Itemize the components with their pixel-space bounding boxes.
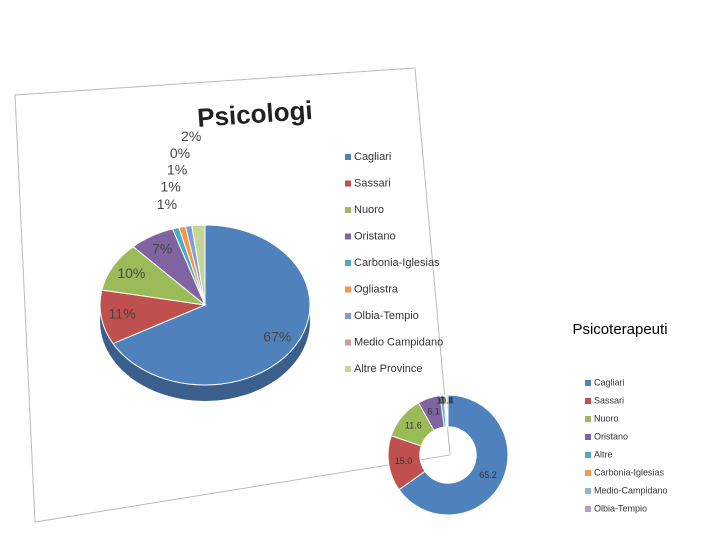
- data-label: 6.1: [427, 407, 440, 417]
- legend-swatch: [585, 452, 591, 458]
- data-label: 1%: [157, 196, 177, 212]
- legend-swatch: [345, 233, 351, 240]
- data-label: 0.4: [441, 395, 454, 405]
- data-label: 2%: [181, 128, 201, 144]
- legend-swatch: [585, 434, 591, 440]
- legend-label: Sassari: [594, 395, 624, 405]
- legend-label: Olbia-Tempio: [354, 310, 419, 322]
- data-label: 15.0: [395, 456, 413, 466]
- data-label: 1%: [161, 179, 181, 195]
- legend-swatch: [585, 470, 591, 476]
- data-label: 1%: [167, 161, 187, 177]
- data-label: 67%: [263, 328, 291, 344]
- slice: [398, 394, 509, 516]
- legend-label: Carbonia-Iglesias: [594, 467, 665, 477]
- legend-label: Oristano: [354, 230, 396, 242]
- legend-label: Altre: [594, 449, 613, 459]
- data-label: 1.0: [436, 396, 449, 406]
- legend-label: Cagliari: [354, 151, 391, 163]
- data-label: 10%: [117, 265, 145, 281]
- legend-swatch: [345, 313, 351, 319]
- legend-swatch: [585, 416, 591, 422]
- legend-label: Medio-Campidano: [594, 485, 668, 495]
- legend-swatch: [345, 339, 351, 346]
- legend-label: Cagliari: [594, 377, 625, 387]
- data-label: 7%: [152, 241, 172, 257]
- legend-swatch: [585, 488, 591, 494]
- chart-title: Psicoterapeuti: [572, 321, 667, 338]
- slice: [191, 224, 206, 306]
- legend-label: Medio Campidano: [354, 336, 443, 348]
- legend-label: Altre Province: [354, 363, 422, 375]
- legend-swatch: [345, 260, 351, 266]
- slice: [99, 289, 207, 345]
- legend-swatch: [585, 398, 591, 404]
- legend-swatch: [585, 506, 591, 512]
- data-label: 0.4: [439, 395, 452, 405]
- legend-swatch: [345, 286, 351, 293]
- data-label: 11%: [109, 306, 136, 322]
- legend-swatch: [345, 154, 351, 160]
- legend-label: Olbia-Tempio: [594, 503, 647, 513]
- legend-label: Nuoro: [354, 204, 384, 216]
- data-label: 0%: [170, 145, 190, 161]
- legend-label: Sassari: [354, 177, 391, 189]
- legend-swatch: [345, 366, 351, 372]
- legend-swatch: [345, 180, 351, 187]
- legend-label: Oristano: [594, 431, 628, 441]
- legend-swatch: [585, 380, 591, 386]
- data-label: 65.2: [479, 470, 497, 480]
- data-label: 11.6: [405, 421, 422, 431]
- legend-label: Nuoro: [594, 413, 619, 423]
- legend-label: Ogliastra: [354, 283, 399, 295]
- slice: [445, 394, 449, 428]
- legend-label: Carbonia-Iglesias: [354, 257, 440, 269]
- slice: [112, 224, 311, 386]
- legend-swatch: [345, 207, 351, 213]
